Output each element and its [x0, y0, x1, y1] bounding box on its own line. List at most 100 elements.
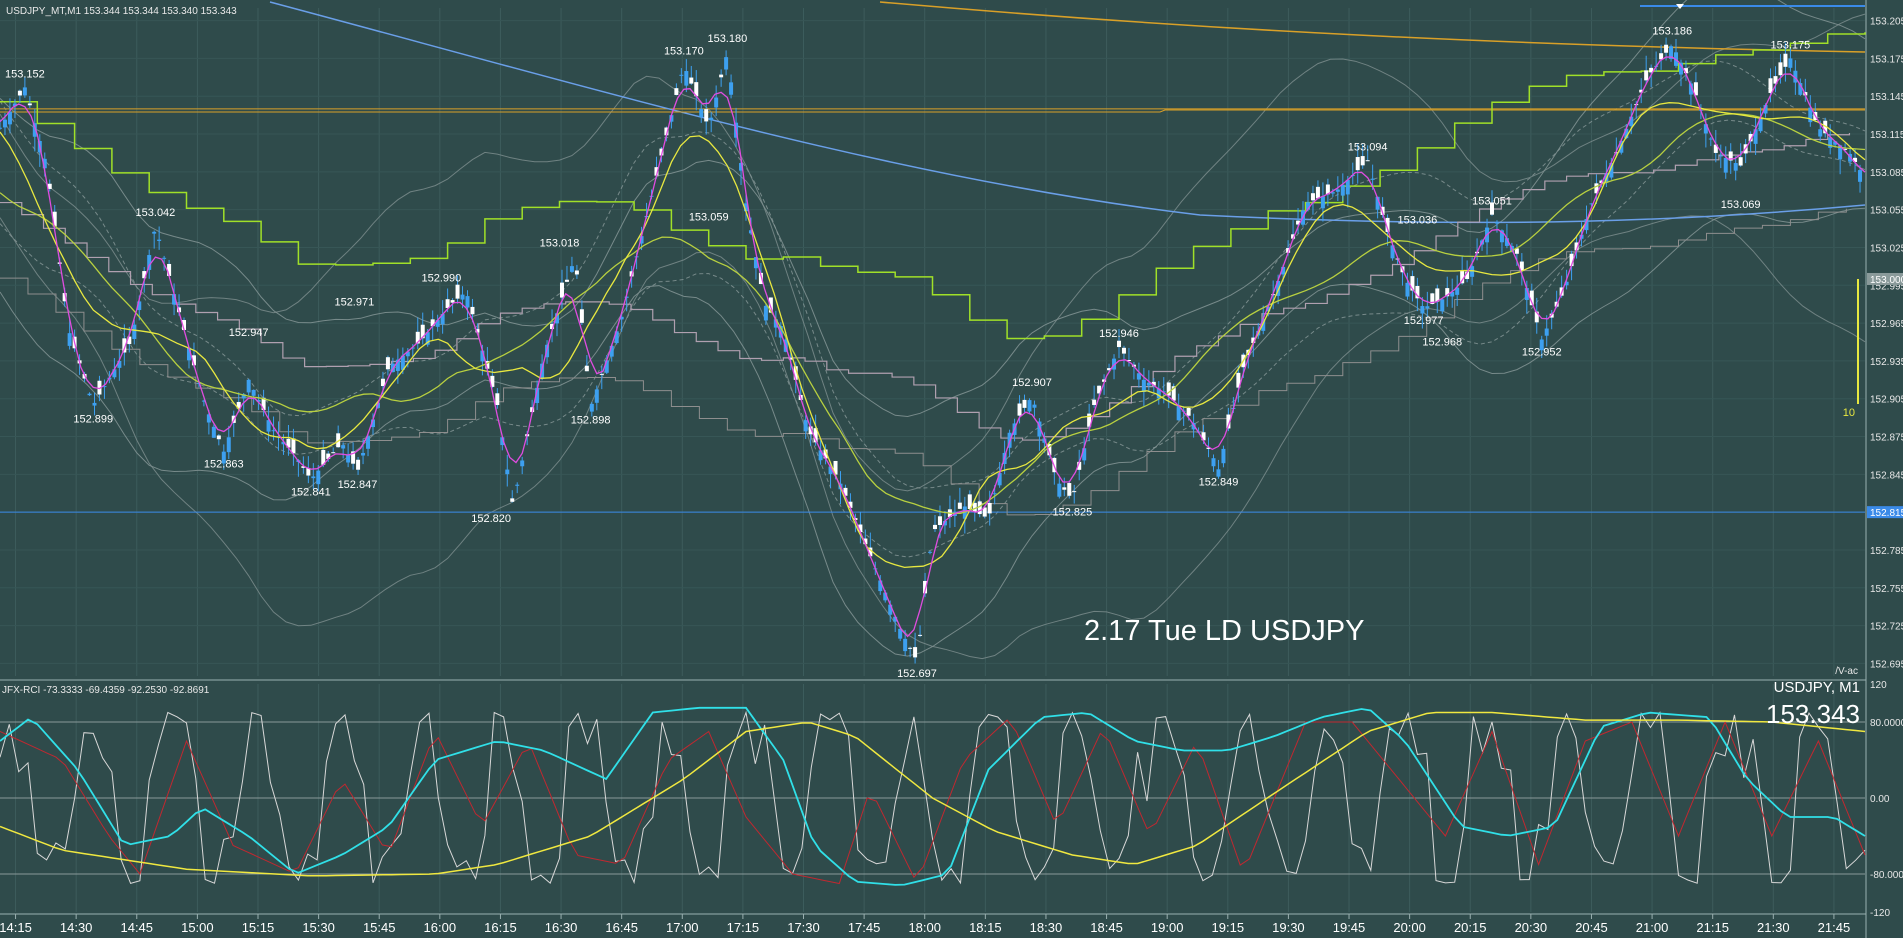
candle-body: [1549, 313, 1554, 318]
time-tick: 16:30: [545, 920, 578, 935]
candle-body: [1390, 245, 1395, 259]
candle-body: [868, 547, 873, 557]
candle-body: [1798, 83, 1803, 95]
candle-body: [346, 454, 351, 463]
horizontal-levels: [0, 1, 1866, 513]
candle-body: [1490, 202, 1494, 215]
candle-body: [982, 507, 987, 517]
candle-body: [1728, 151, 1733, 161]
level-price-tag: [1867, 506, 1903, 519]
candle-body: [1166, 382, 1171, 396]
candle-body: [674, 88, 679, 95]
price-tick: 153.085: [1870, 168, 1903, 179]
candle-body: [898, 628, 903, 639]
price-tick: 152.905: [1870, 395, 1903, 406]
candle-body: [186, 347, 191, 361]
candle-body: [788, 357, 793, 360]
candle-body: [87, 393, 92, 396]
candle-body: [356, 459, 361, 470]
price-label: 153.042: [136, 207, 176, 219]
candle-body: [972, 502, 977, 512]
candle-body: [1629, 116, 1634, 127]
band-line: [0, 215, 1866, 660]
candle-body: [1092, 399, 1097, 406]
candle-body: [62, 293, 67, 302]
indicator-last-price: 153.343: [1766, 699, 1860, 729]
time-tick: 14:15: [0, 920, 32, 935]
price-label: 152.946: [1099, 328, 1139, 340]
price-tick: 153.025: [1870, 243, 1903, 254]
candle-body: [1853, 157, 1858, 163]
time-axis: 14:15 14:30 14:45 15:00 15:15 15:30 15:45 16:00…: [0, 914, 1850, 935]
candle-body: [1126, 359, 1131, 361]
moving-averages: [0, 56, 1866, 638]
candle-body: [843, 487, 848, 496]
time-tick: 15:00: [181, 920, 214, 935]
small-tag: /V-ac: [1835, 666, 1858, 677]
rci-tick: 120: [1870, 680, 1887, 691]
candle-body: [893, 616, 898, 622]
time-tick: 16:15: [484, 920, 517, 935]
candle-body: [1405, 282, 1410, 297]
candle-body: [380, 378, 385, 387]
candle-body: [1539, 339, 1544, 351]
price-label: 152.990: [422, 273, 462, 285]
price-tick: 152.845: [1870, 470, 1903, 481]
price-tick: 152.995: [1870, 281, 1903, 292]
rci-yellow-line: [0, 711, 1866, 877]
candle-body: [510, 498, 515, 502]
candle-body: [182, 320, 187, 331]
candle-body: [505, 469, 510, 475]
price-label: 152.849: [1199, 476, 1239, 488]
candle-body: [1594, 183, 1599, 194]
candle-body: [470, 306, 475, 315]
candle-body: [1758, 117, 1763, 132]
candle-body: [818, 450, 823, 461]
candle-body: [430, 319, 435, 327]
price-tick: 152.695: [1870, 659, 1903, 670]
candle-body: [1281, 266, 1286, 275]
candle-body: [1042, 438, 1047, 443]
price-label: 153.180: [707, 33, 747, 45]
candle-body: [420, 324, 425, 339]
price-label: 152.968: [1422, 336, 1462, 348]
candle-body: [1703, 124, 1708, 134]
time-tick: 17:15: [727, 920, 760, 935]
candle-body: [221, 451, 226, 464]
candle-body: [366, 436, 371, 449]
candle-body: [624, 296, 629, 298]
price-label: 153.036: [1398, 215, 1438, 227]
bar-count-label: 10: [1843, 407, 1855, 419]
candle-body: [918, 634, 923, 636]
candle-body: [1047, 443, 1052, 456]
candle-body: [1609, 163, 1614, 178]
candle-body: [559, 282, 564, 298]
candle-body: [937, 516, 942, 526]
candle-body: [1783, 53, 1788, 67]
candle-body: [1430, 293, 1435, 304]
candle-body: [1072, 491, 1077, 493]
candle-body: [1291, 234, 1296, 239]
price-label: 152.847: [338, 479, 378, 491]
band-lines: [0, 0, 1866, 660]
candle-body: [1330, 192, 1335, 194]
candle-body: [609, 345, 614, 357]
candle-body: [1768, 78, 1773, 93]
candle-body: [137, 301, 142, 311]
candle-body: [1340, 184, 1345, 196]
candle-body: [614, 331, 619, 344]
candle-body: [67, 333, 72, 346]
candle-body: [1320, 196, 1325, 209]
candle-body: [152, 231, 157, 234]
price-label: 153.069: [1721, 199, 1761, 211]
candle-body: [341, 445, 346, 449]
rci-tick: 80.0000: [1870, 718, 1903, 729]
candle-body: [589, 403, 594, 412]
candle-body: [1141, 379, 1146, 392]
candle-body: [579, 309, 584, 323]
candle-body: [1286, 248, 1291, 253]
candle-body: [957, 502, 962, 509]
candle-body: [1305, 202, 1310, 210]
candle-body: [1151, 381, 1156, 386]
